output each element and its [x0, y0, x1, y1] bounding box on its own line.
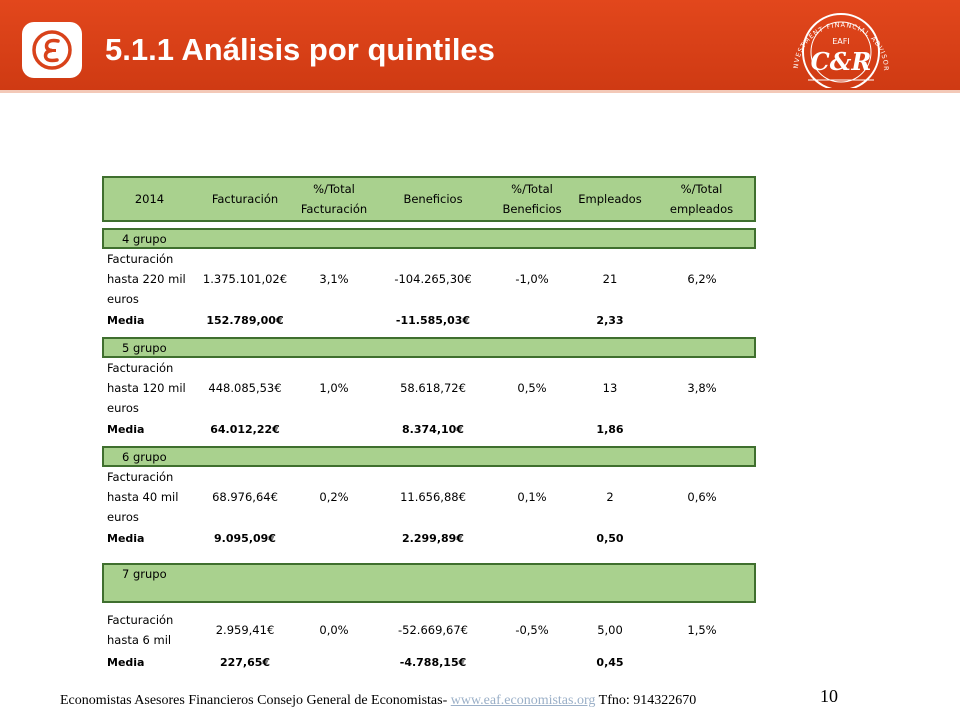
cell-pct-beneficios: 0,1%	[517, 490, 547, 504]
group-name: 7 grupo	[102, 563, 756, 603]
media-row: Media 9.095,09€ 2.299,89€ 0,50	[103, 527, 755, 549]
column-header: Beneficios	[373, 176, 493, 222]
page-number: 10	[820, 686, 838, 706]
cell-beneficios: -52.669,67€	[398, 623, 468, 637]
epsilon-logo-icon	[22, 22, 82, 78]
cell-pct-empleados: 1,5%	[687, 623, 717, 637]
header-bar	[0, 0, 960, 90]
cell-facturacion: 448.085,53€	[208, 381, 282, 395]
cell-pct-empleados: 6,2%	[687, 272, 717, 286]
column-header: 2014	[102, 176, 195, 222]
cell-empleados: 2	[606, 490, 614, 504]
cell-empleados: 5,00	[597, 623, 623, 637]
media-label: Media	[107, 655, 145, 669]
group-header-row: 5 grupo	[102, 337, 756, 358]
logo-monogram: C&R	[811, 47, 872, 76]
cell-empleados: 13	[602, 381, 618, 395]
quintiles-table: 2014 Facturación %/Total Facturación Ben…	[102, 176, 756, 673]
eafi-cr-logo-icon: INVESTMENT FINANCIAL ADVISOR EAFI C&R	[781, 2, 900, 91]
cell-facturacion: 1.375.101,02€	[202, 272, 288, 286]
group-name: 5 grupo	[102, 337, 756, 358]
media-facturacion: 227,65€	[219, 655, 271, 669]
footer-phone: Tfno: 914322670	[598, 693, 697, 708]
logo-eafi-text: EAFI	[832, 37, 850, 46]
media-empleados: 0,50	[596, 531, 624, 545]
table-row: Facturación hasta 220 mil euros 1.375.10…	[103, 248, 755, 309]
footer: Economistas Asesores Financieros Consejo…	[60, 693, 696, 709]
header-divider	[0, 90, 960, 93]
row-label: Facturación hasta 220 mil euros	[107, 252, 186, 306]
cell-beneficios: 58.618,72€	[400, 381, 466, 395]
media-label: Media	[107, 422, 145, 436]
cell-empleados: 21	[602, 272, 618, 286]
media-beneficios: -11.585,03€	[395, 313, 471, 327]
media-row: Media 227,65€ -4.788,15€ 0,45	[103, 651, 755, 673]
table-header-row: 2014 Facturación %/Total Facturación Ben…	[102, 176, 756, 222]
media-row: Media 152.789,00€ -11.585,03€ 2,33	[103, 309, 755, 331]
media-empleados: 0,45	[596, 655, 624, 669]
column-header: %/Total empleados	[649, 176, 756, 222]
cell-facturacion: 68.976,64€	[212, 490, 278, 504]
cell-pct-empleados: 0,6%	[687, 490, 717, 504]
media-facturacion: 64.012,22€	[210, 422, 280, 436]
media-label: Media	[107, 531, 145, 545]
media-facturacion: 152.789,00€	[206, 313, 284, 327]
media-empleados: 1,86	[596, 422, 624, 436]
cell-beneficios: -104.265,30€	[394, 272, 472, 286]
cell-pct-facturacion: 0,0%	[319, 623, 349, 637]
cell-pct-beneficios: 0,5%	[517, 381, 547, 395]
media-label: Media	[107, 313, 145, 327]
group-header-row: 7 grupo	[102, 563, 756, 603]
footer-text: Economistas Asesores Financieros Consejo…	[60, 693, 448, 708]
cell-beneficios: 11.656,88€	[400, 490, 466, 504]
column-header: Facturación	[195, 176, 295, 222]
media-empleados: 2,33	[596, 313, 624, 327]
media-facturacion: 9.095,09€	[214, 531, 276, 545]
media-beneficios: 8.374,10€	[402, 422, 464, 436]
group-header-row: 4 grupo	[102, 228, 756, 249]
column-header: Empleados	[571, 176, 649, 222]
group-name: 4 grupo	[102, 228, 756, 249]
media-row: Media 64.012,22€ 8.374,10€ 1,86	[103, 418, 755, 440]
row-label: Facturación hasta 6 mil	[107, 613, 174, 647]
media-beneficios: 2.299,89€	[402, 531, 464, 545]
cell-pct-beneficios: -0,5%	[515, 623, 549, 637]
group-header-row: 6 grupo	[102, 446, 756, 467]
media-beneficios: -4.788,15€	[399, 655, 467, 669]
column-header: %/Total Beneficios	[493, 176, 571, 222]
cell-pct-beneficios: -1,0%	[515, 272, 549, 286]
table-row: Facturación hasta 6 mil 2.959,41€ 0,0% -…	[103, 609, 755, 651]
table-row: Facturación hasta 120 mil euros 448.085,…	[103, 357, 755, 418]
table-row: Facturación hasta 40 mil euros 68.976,64…	[103, 466, 755, 527]
group-name: 6 grupo	[102, 446, 756, 467]
cell-pct-facturacion: 3,1%	[319, 272, 349, 286]
column-header: %/Total Facturación	[295, 176, 373, 222]
cell-pct-facturacion: 0,2%	[319, 490, 349, 504]
cell-facturacion: 2.959,41€	[215, 623, 275, 637]
footer-link[interactable]: www.eaf.economistas.org	[450, 693, 596, 708]
page-title: 5.1.1 Análisis por quintiles	[105, 32, 495, 67]
row-label: Facturación hasta 40 mil euros	[107, 470, 179, 524]
cell-pct-empleados: 3,8%	[687, 381, 717, 395]
row-label: Facturación hasta 120 mil euros	[107, 361, 186, 415]
cell-pct-facturacion: 1,0%	[319, 381, 349, 395]
